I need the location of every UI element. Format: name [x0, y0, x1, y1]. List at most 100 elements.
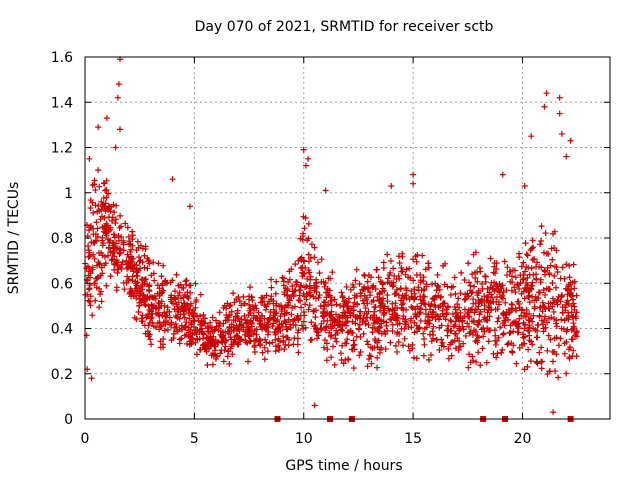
data-point [483, 317, 490, 324]
data-point [337, 350, 344, 357]
data-point [540, 286, 547, 293]
data-point [516, 315, 523, 322]
data-point [201, 345, 208, 352]
data-point [421, 341, 428, 348]
data-point [96, 304, 103, 311]
data-point [162, 313, 169, 320]
data-point [538, 264, 545, 271]
data-point [487, 284, 494, 291]
data-point [245, 358, 252, 365]
data-point [512, 289, 519, 296]
outlier-point [86, 155, 93, 162]
data-point [333, 338, 340, 345]
data-point [286, 336, 293, 343]
data-point [522, 240, 529, 247]
data-point [85, 227, 92, 234]
data-point [301, 225, 308, 232]
data-point [483, 359, 490, 366]
data-point [230, 290, 237, 297]
data-point [566, 354, 573, 361]
data-point [303, 296, 310, 303]
data-point [449, 310, 456, 317]
data-point [465, 260, 472, 267]
data-point [226, 360, 233, 367]
data-point [304, 275, 311, 282]
data-point [435, 316, 442, 323]
data-point [209, 350, 216, 357]
data-point [549, 280, 556, 287]
data-point [477, 308, 484, 315]
data-point [273, 309, 280, 316]
data-point [92, 187, 99, 194]
data-point [101, 262, 108, 269]
data-point [564, 297, 571, 304]
data-point [226, 324, 233, 331]
data-point [347, 286, 354, 293]
data-point [114, 245, 121, 252]
data-point [409, 345, 416, 352]
data-point [436, 346, 443, 353]
data-point [445, 355, 452, 362]
data-point [516, 250, 523, 257]
data-point [482, 273, 489, 280]
data-point [525, 346, 532, 353]
data-point [212, 355, 219, 362]
data-point [147, 336, 154, 343]
data-point [374, 266, 381, 273]
data-point [520, 319, 527, 326]
data-point [171, 288, 178, 295]
data-point [137, 242, 144, 249]
data-point [519, 306, 526, 313]
data-point [353, 313, 360, 320]
data-point [94, 208, 101, 215]
data-point [125, 261, 132, 268]
data-point [252, 302, 259, 309]
data-point [500, 330, 507, 337]
data-point [359, 318, 366, 325]
data-point [435, 304, 442, 311]
data-point [431, 294, 438, 301]
data-point [458, 269, 465, 276]
data-point [92, 297, 99, 304]
data-point [518, 312, 525, 319]
data-point [528, 338, 535, 345]
data-point [86, 298, 93, 305]
data-point [203, 348, 210, 355]
data-point [90, 231, 97, 238]
grid-lines [85, 57, 610, 419]
data-point [521, 295, 528, 302]
data-point [286, 276, 293, 283]
data-point [470, 317, 477, 324]
data-point [536, 349, 543, 356]
data-point [312, 295, 319, 302]
data-point [498, 285, 505, 292]
data-point [538, 358, 545, 365]
data-point [382, 346, 389, 353]
data-point [436, 324, 443, 331]
data-point [310, 308, 317, 315]
data-point [475, 349, 482, 356]
data-point [327, 275, 334, 282]
data-point [378, 302, 385, 309]
data-point [103, 282, 110, 289]
data-point [130, 265, 137, 272]
data-point [533, 297, 540, 304]
data-point [316, 269, 323, 276]
data-point [295, 315, 302, 322]
data-point [283, 309, 290, 316]
x-axis-label: GPS time / hours [285, 458, 402, 474]
outlier-point [302, 162, 309, 169]
data-point [105, 228, 112, 235]
data-point [367, 292, 374, 299]
data-point [538, 238, 545, 245]
data-point [372, 285, 379, 292]
data-point [408, 303, 415, 310]
data-point [568, 293, 575, 300]
data-point [207, 328, 214, 335]
data-point [341, 298, 348, 305]
data-point [470, 357, 477, 364]
data-point [474, 268, 481, 275]
data-point [261, 356, 268, 363]
data-point [331, 361, 338, 368]
data-point [472, 306, 479, 313]
